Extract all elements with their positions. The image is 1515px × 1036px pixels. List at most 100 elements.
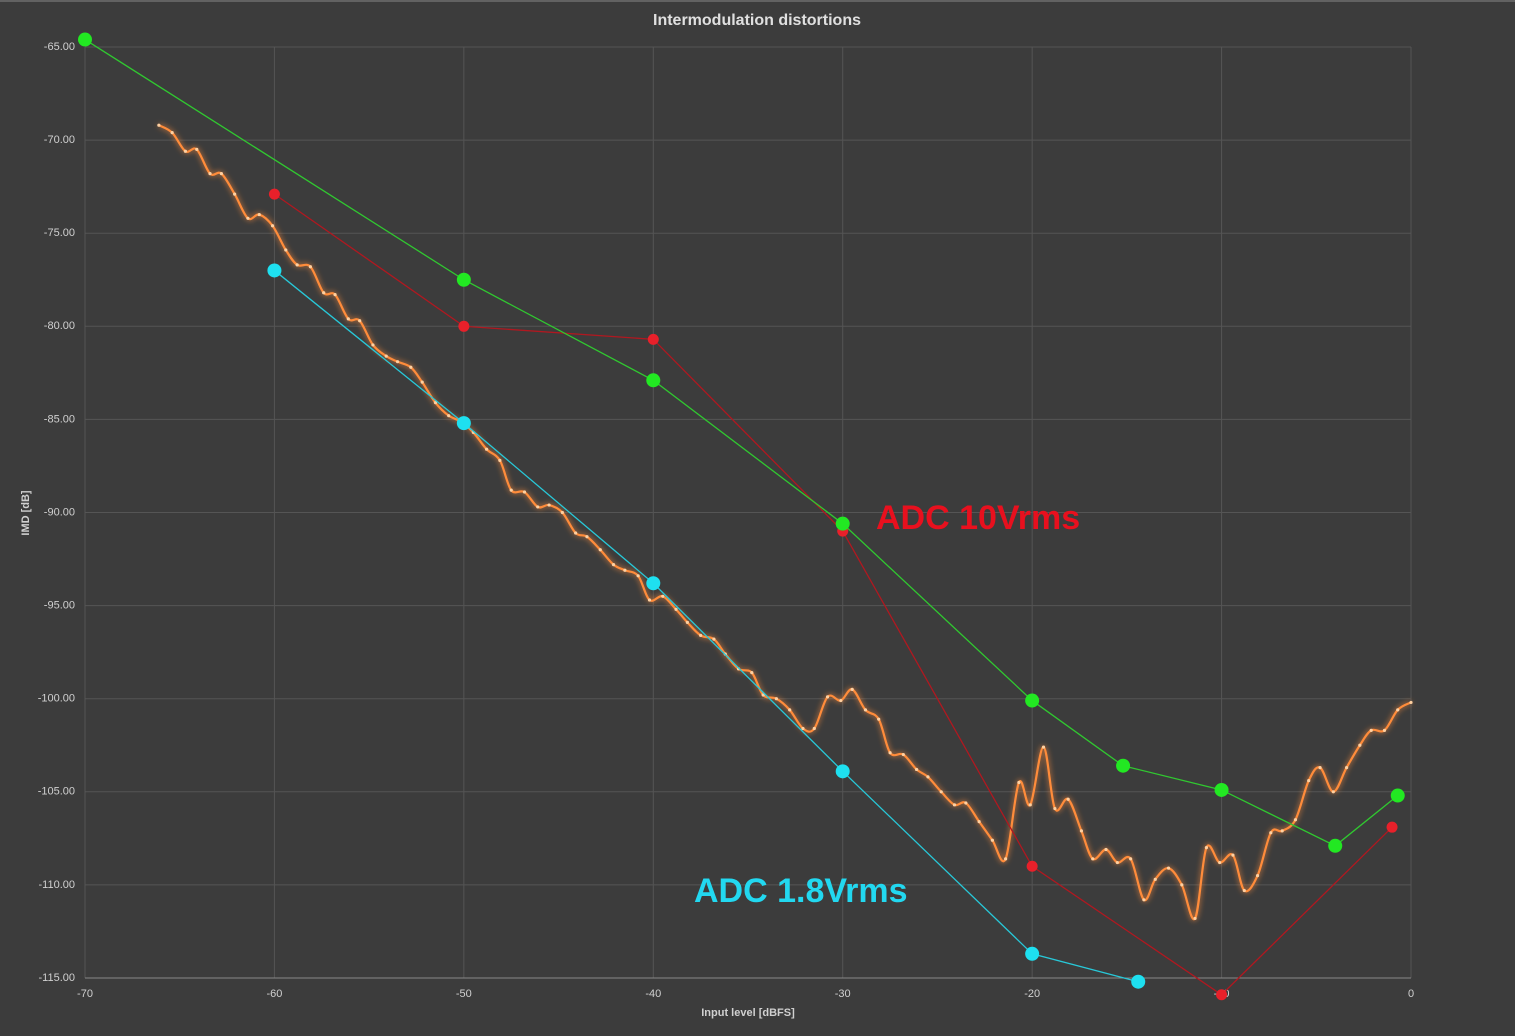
data-point bbox=[774, 697, 779, 701]
y-tick-label: -85.00 bbox=[44, 413, 75, 425]
data-point bbox=[914, 767, 919, 772]
data-point bbox=[1166, 866, 1171, 870]
data-point bbox=[246, 216, 250, 220]
data-point bbox=[384, 354, 388, 358]
data-point bbox=[750, 671, 754, 675]
data-point bbox=[1390, 788, 1405, 803]
y-tick-label: -75.00 bbox=[44, 227, 75, 239]
data-point bbox=[498, 458, 502, 462]
data-point bbox=[371, 343, 375, 347]
data-point bbox=[699, 633, 703, 637]
data-point bbox=[1131, 974, 1146, 989]
data-point bbox=[195, 147, 199, 152]
data-point bbox=[1025, 946, 1040, 961]
data-point bbox=[308, 265, 313, 269]
data-point bbox=[1293, 818, 1298, 822]
data-point bbox=[939, 790, 943, 794]
data-point bbox=[1026, 860, 1038, 872]
data-point bbox=[1004, 857, 1008, 861]
data-point bbox=[888, 751, 892, 755]
data-point bbox=[712, 637, 716, 641]
data-point bbox=[1142, 898, 1146, 902]
x-tick-label: -50 bbox=[456, 988, 472, 1000]
data-point bbox=[964, 801, 968, 805]
annotation: ADC 10Vrms bbox=[876, 499, 1080, 537]
data-point bbox=[1231, 853, 1235, 857]
data-point bbox=[1255, 873, 1260, 878]
data-point bbox=[395, 360, 400, 364]
data-point bbox=[522, 490, 527, 494]
y-tick-label: -100.00 bbox=[38, 693, 75, 705]
data-point bbox=[1386, 821, 1398, 833]
x-tick-label: -60 bbox=[266, 988, 282, 1000]
data-point bbox=[825, 695, 830, 699]
data-point bbox=[456, 272, 471, 287]
data-point bbox=[157, 123, 161, 127]
data-point bbox=[1204, 846, 1209, 850]
data-point bbox=[812, 726, 816, 731]
data-point bbox=[284, 248, 288, 252]
data-point bbox=[257, 212, 261, 217]
data-point bbox=[219, 172, 223, 176]
data-point bbox=[1331, 790, 1335, 794]
data-point bbox=[447, 414, 451, 418]
data-point bbox=[1091, 857, 1095, 861]
data-point bbox=[661, 594, 665, 598]
series-line bbox=[274, 269, 1139, 983]
y-tick-label: -105.00 bbox=[38, 786, 75, 798]
y-tick-label: -90.00 bbox=[44, 506, 75, 518]
data-point bbox=[1358, 743, 1362, 747]
data-point bbox=[1218, 860, 1222, 865]
data-point bbox=[1369, 728, 1373, 732]
data-point bbox=[674, 607, 678, 611]
y-tick-label: -70.00 bbox=[44, 134, 75, 146]
data-point bbox=[170, 131, 174, 135]
data-point bbox=[1153, 877, 1157, 881]
y-axis-label: IMD [dB] bbox=[20, 490, 32, 536]
data-point bbox=[1382, 728, 1387, 732]
data-point bbox=[646, 373, 661, 388]
data-point bbox=[835, 764, 850, 779]
x-tick-label: 0 bbox=[1408, 988, 1414, 1000]
data-point bbox=[183, 149, 187, 153]
data-point bbox=[1041, 745, 1046, 749]
data-point bbox=[1180, 883, 1184, 887]
data-point bbox=[952, 803, 957, 807]
data-point bbox=[1214, 782, 1229, 797]
y-tick-label: -65.00 bbox=[44, 41, 75, 53]
data-point bbox=[1269, 831, 1273, 835]
data-point bbox=[78, 32, 92, 47]
data-point bbox=[1328, 838, 1343, 853]
data-point bbox=[1396, 708, 1400, 712]
data-point bbox=[1104, 847, 1108, 852]
data-point bbox=[585, 535, 589, 539]
data-point bbox=[433, 401, 438, 405]
data-point bbox=[1318, 765, 1322, 770]
data-point bbox=[1066, 797, 1070, 801]
data-point bbox=[295, 263, 299, 267]
x-tick-label: -20 bbox=[1024, 988, 1040, 1000]
data-point bbox=[977, 819, 981, 824]
annotation: ADC 1.8Vrms bbox=[694, 872, 908, 910]
data-point bbox=[1307, 779, 1311, 783]
data-point bbox=[1242, 888, 1246, 893]
data-point bbox=[1280, 829, 1284, 833]
data-point bbox=[1017, 780, 1021, 785]
data-point bbox=[863, 708, 868, 712]
data-point bbox=[801, 726, 805, 731]
data-point bbox=[647, 598, 652, 602]
data-point bbox=[268, 188, 280, 200]
data-point bbox=[990, 838, 994, 842]
data-point bbox=[420, 380, 424, 384]
data-point bbox=[1079, 829, 1083, 833]
data-point bbox=[267, 263, 282, 278]
data-point bbox=[1053, 806, 1057, 811]
data-point bbox=[233, 192, 237, 196]
data-point bbox=[839, 698, 843, 703]
y-tick-label: -115.00 bbox=[39, 972, 76, 984]
data-point bbox=[850, 687, 854, 691]
data-point bbox=[788, 708, 792, 712]
data-point bbox=[322, 291, 326, 295]
data-point bbox=[1193, 916, 1197, 921]
data-point bbox=[458, 320, 470, 332]
